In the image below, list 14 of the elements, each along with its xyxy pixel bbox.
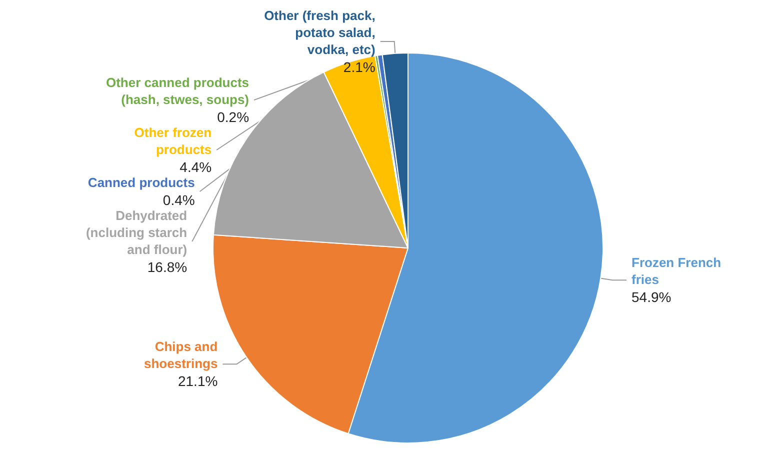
data-label: 4.4%: [180, 159, 212, 175]
data-label: 2.1%: [343, 59, 376, 75]
data-label: 0.4%: [162, 192, 195, 208]
slice-label: Chips and shoestrings: [144, 339, 218, 372]
data-label: 21.1%: [178, 373, 218, 390]
slice-label: Other canned products (hash, stwes, soups): [106, 75, 250, 107]
slice-label: Canned products: [88, 175, 195, 190]
slice-label: Other (fresh pack, potato salad, vodka, etc): [264, 8, 376, 57]
data-label: 16.8%: [147, 259, 188, 275]
slice-label: Other frozen products: [134, 125, 212, 157]
slice-label: Dehydrated (ncluding starch and flour): [86, 208, 188, 257]
slice-label: Frozen French fries: [631, 255, 722, 288]
data-label: 0.2%: [217, 109, 250, 125]
data-label: 54.9%: [631, 289, 672, 306]
